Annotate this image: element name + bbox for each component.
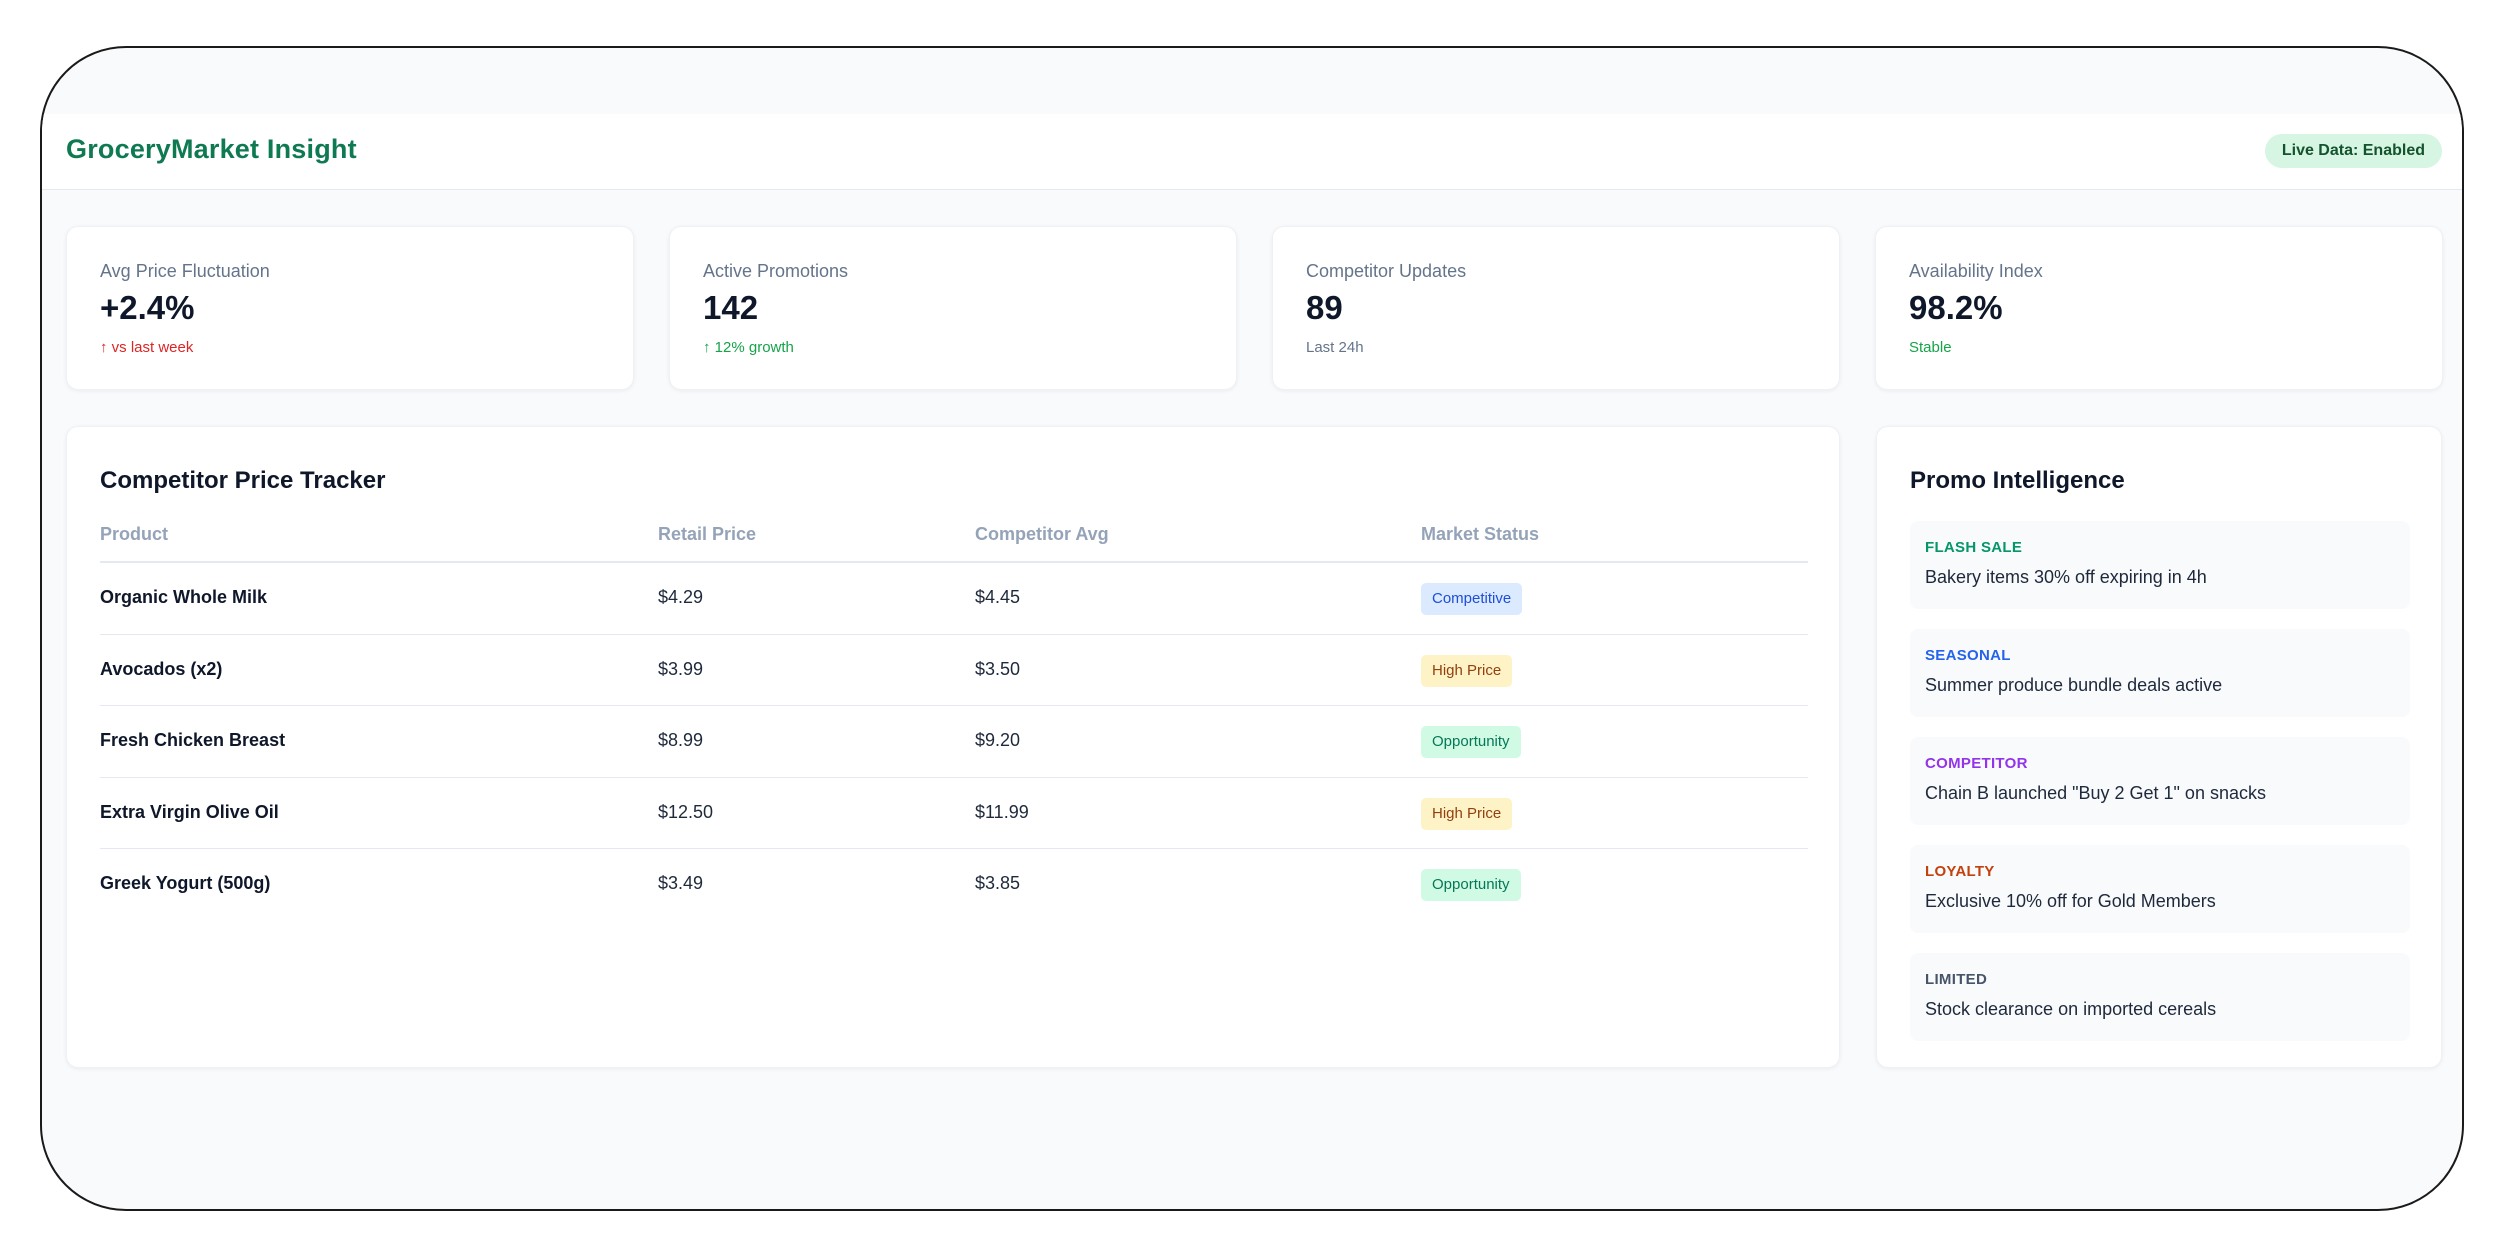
status-badge: Opportunity: [1421, 726, 1521, 758]
promo-text: Stock clearance on imported cereals: [1925, 999, 2217, 1019]
stat-label: Availability Index: [1909, 261, 2043, 281]
column-header-product[interactable]: Product: [100, 524, 169, 544]
table-row[interactable]: Fresh Chicken Breast $8.99 $9.20 Opportu…: [100, 706, 1808, 778]
column-header-retail-price[interactable]: Retail Price: [658, 524, 757, 544]
table-row[interactable]: Greek Yogurt (500g) $3.49 $3.85 Opportun…: [100, 849, 1808, 921]
stat-card-price-fluctuation: Avg Price Fluctuation +2.4% ↑ vs last we…: [66, 226, 634, 390]
panel-title: Promo Intelligence: [1910, 467, 2125, 494]
table-row[interactable]: Avocados (x2) $3.99 $3.50 High Price: [100, 635, 1808, 706]
stat-card-active-promotions: Active Promotions 142 ↑ 12% growth: [669, 226, 1237, 390]
promo-text: Exclusive 10% off for Gold Members: [1925, 891, 2216, 911]
stat-label: Active Promotions: [703, 261, 849, 281]
promo-item-flash-sale[interactable]: FLASH SALE Bakery items 30% off expiring…: [1910, 521, 2410, 609]
product-name: Extra Virgin Olive Oil: [100, 801, 279, 822]
stat-value: +2.4%: [100, 289, 195, 326]
stat-value: 98.2%: [1909, 289, 2003, 326]
competitor-avg: $11.99: [975, 801, 1029, 822]
status-badge: High Price: [1421, 797, 1513, 830]
promo-list: FLASH SALE Bakery items 30% off expiring…: [1910, 521, 2410, 1061]
retail-price: $4.29: [658, 587, 704, 607]
promo-item-limited[interactable]: LIMITED Stock clearance on imported cere…: [1910, 953, 2410, 1041]
stat-card-competitor-updates: Competitor Updates 89 Last 24h: [1272, 226, 1840, 390]
competitor-price-tracker-panel: Competitor Price Tracker Product Retail …: [66, 426, 1840, 1068]
retail-price: $3.49: [658, 873, 704, 893]
promo-intelligence-panel: Promo Intelligence FLASH SALE Bakery ite…: [1876, 426, 2442, 1068]
price-table: Product Retail Price Competitor Avg Mark…: [100, 509, 1808, 921]
product-name: Fresh Chicken Breast: [100, 730, 286, 750]
retail-price: $12.50: [658, 801, 714, 822]
brand-logo-text[interactable]: GroceryMarket Insight: [66, 134, 357, 164]
stat-note: Stable: [1909, 339, 1952, 356]
panel-title: Competitor Price Tracker: [100, 467, 386, 494]
column-header-market-status[interactable]: Market Status: [1421, 524, 1540, 544]
stat-note: ↑ vs last week: [100, 339, 194, 356]
product-name: Organic Whole Milk: [100, 587, 268, 607]
column-header-competitor-avg[interactable]: Competitor Avg: [975, 524, 1109, 544]
stat-label: Avg Price Fluctuation: [100, 261, 270, 281]
promo-tag: LOYALTY: [1925, 863, 1995, 880]
app-window: GroceryMarket Insight Live Data: Enabled…: [40, 46, 2464, 1211]
status-badge: High Price: [1421, 654, 1513, 687]
competitor-avg: $4.45: [975, 587, 1021, 607]
competitor-avg: $9.20: [975, 730, 1021, 750]
stats-row: Avg Price Fluctuation +2.4% ↑ vs last we…: [66, 226, 2443, 390]
status-badge: Competitive: [1421, 583, 1523, 615]
stat-note: ↑ 12% growth: [703, 339, 794, 356]
top-header: GroceryMarket Insight Live Data: Enabled: [42, 114, 2462, 190]
stat-value: 89: [1306, 289, 1343, 326]
retail-price: $8.99: [658, 730, 704, 750]
promo-item-competitor[interactable]: COMPETITOR Chain B launched "Buy 2 Get 1…: [1910, 737, 2410, 825]
promo-tag: SEASONAL: [1925, 647, 2011, 664]
table-header: Product Retail Price Competitor Avg Mark…: [100, 509, 1808, 563]
product-name: Greek Yogurt (500g): [100, 873, 271, 893]
competitor-avg: $3.85: [975, 873, 1021, 893]
stat-card-availability-index: Availability Index 98.2% Stable: [1875, 226, 2443, 390]
promo-tag: COMPETITOR: [1925, 755, 2028, 772]
table-row[interactable]: Extra Virgin Olive Oil $12.50 $11.99 Hig…: [100, 778, 1808, 849]
stat-note: Last 24h: [1306, 339, 1364, 356]
promo-item-loyalty[interactable]: LOYALTY Exclusive 10% off for Gold Membe…: [1910, 845, 2410, 933]
retail-price: $3.99: [658, 658, 704, 679]
status-badge: Opportunity: [1421, 869, 1521, 901]
promo-tag: LIMITED: [1925, 971, 1988, 988]
promo-tag: FLASH SALE: [1925, 539, 2023, 556]
promo-text: Bakery items 30% off expiring in 4h: [1925, 567, 2207, 587]
promo-text: Chain B launched "Buy 2 Get 1" on snacks: [1925, 783, 2266, 803]
promo-item-seasonal[interactable]: SEASONAL Summer produce bundle deals act…: [1910, 629, 2410, 717]
table-row[interactable]: Organic Whole Milk $4.29 $4.45 Competiti…: [100, 563, 1808, 635]
stat-value: 142: [703, 289, 759, 326]
stat-label: Competitor Updates: [1306, 261, 1467, 281]
product-name: Avocados (x2): [100, 658, 223, 679]
live-data-badge[interactable]: Live Data: Enabled: [2264, 134, 2442, 168]
promo-text: Summer produce bundle deals active: [1925, 675, 2223, 695]
competitor-avg: $3.50: [975, 658, 1021, 679]
